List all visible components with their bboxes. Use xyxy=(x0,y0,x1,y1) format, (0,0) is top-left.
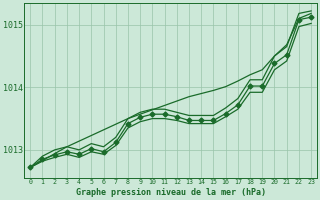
X-axis label: Graphe pression niveau de la mer (hPa): Graphe pression niveau de la mer (hPa) xyxy=(76,188,266,197)
